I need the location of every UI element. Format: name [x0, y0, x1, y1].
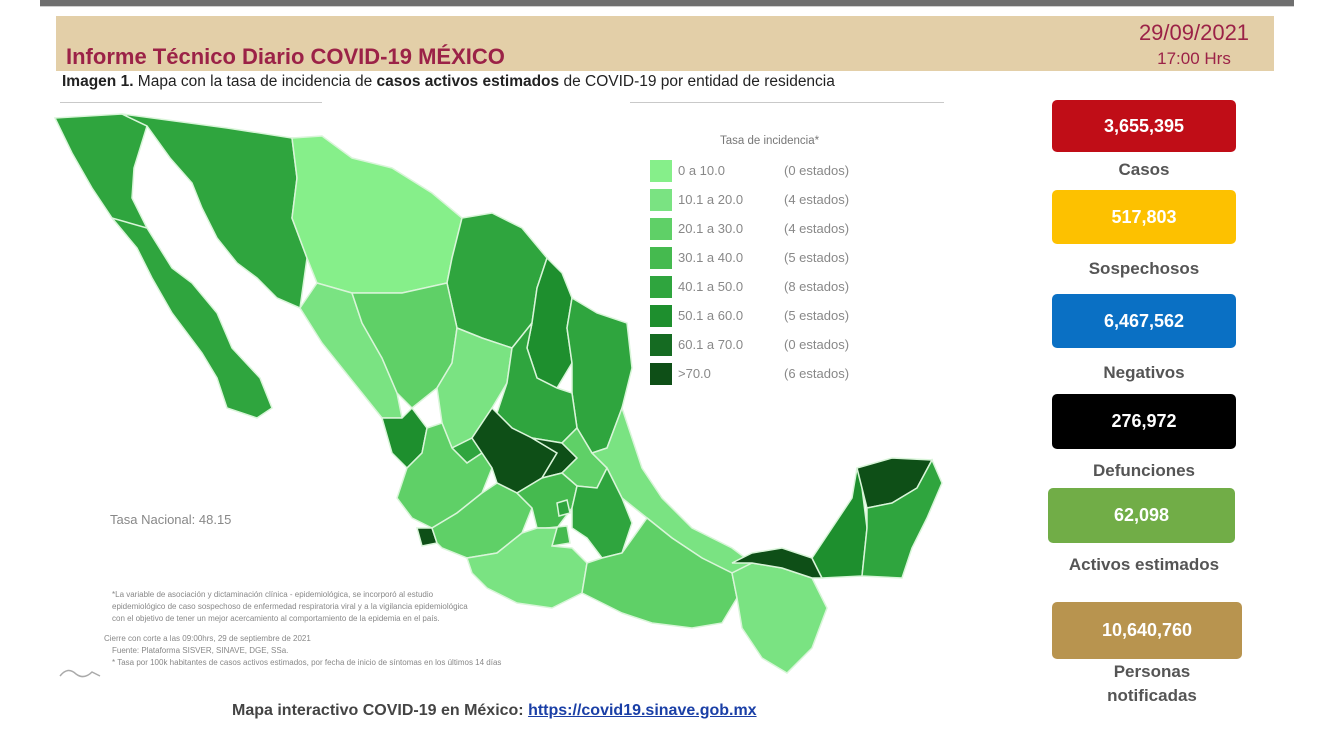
note-line: Cierre con corte a las 09:00hrs, 29 de s… [104, 634, 311, 643]
note-line: Fuente: Plataforma SISVER, SINAVE, DGE, … [112, 646, 289, 655]
legend-title: Tasa de incidencia* [720, 135, 820, 147]
state-baja-california-sur [109, 216, 273, 419]
legend-item: 30.1 a 40.0 (5 estados) [650, 247, 890, 269]
legend-range: 20.1 a 30.0 [678, 221, 744, 236]
legend-swatch [650, 334, 672, 356]
caption-part2: de COVID-19 por entidad de residencia [559, 73, 835, 90]
state-sinaloa [299, 282, 403, 419]
caption-prefix: Imagen 1. [62, 73, 134, 90]
national-rate: Tasa Nacional: 48.15 [110, 512, 232, 527]
legend-range: 30.1 a 40.0 [678, 250, 744, 265]
stat-casos-box: 3,655,395 [1052, 100, 1236, 152]
legend-range: 0 a 10.0 [678, 163, 725, 178]
note-line: con el objetivo de tener un mejor acerca… [112, 614, 440, 623]
legend-range: 10.1 a 20.0 [678, 192, 744, 207]
state-chihuahua [291, 135, 463, 294]
legend-swatch [650, 363, 672, 385]
legend-swatch [650, 189, 672, 211]
state-guerrero [466, 527, 588, 609]
stat-activos-label: Activos estimados [1068, 555, 1220, 574]
legend-swatch [650, 160, 672, 182]
legend-count: (5 estados) [784, 250, 850, 265]
state-cdmx [556, 499, 571, 517]
page-title: Informe Técnico Diario COVID-19 MÉXICO [66, 44, 505, 69]
state-quintana-roo [861, 458, 943, 579]
legend-count: (6 estados) [784, 366, 850, 381]
legend-count: (4 estados) [784, 192, 850, 207]
state-chiapas [731, 562, 828, 674]
note-line: * Tasa por 100k habitantes de casos acti… [112, 658, 502, 667]
legend-item: 0 a 10.0 (0 estados) [650, 160, 890, 182]
legend-count: (8 estados) [784, 279, 850, 294]
divider-right [630, 102, 944, 103]
divider-left [60, 102, 322, 103]
legend-swatch [650, 276, 672, 298]
header-band [56, 16, 1274, 71]
legend-range: 40.1 a 50.0 [678, 279, 744, 294]
state-veracruz [590, 405, 754, 574]
legend-item: 50.1 a 60.0 (5 estados) [650, 305, 890, 327]
stat-notificadas-label: Personas notificadas [1107, 662, 1197, 705]
legend-count: (4 estados) [784, 221, 850, 236]
legend-count: (0 estados) [784, 337, 850, 352]
caption-bold: casos activos estimados [376, 73, 560, 90]
legend-item: 10.1 a 20.0 (4 estados) [650, 189, 890, 211]
legend-item: 20.1 a 30.0 (4 estados) [650, 218, 890, 240]
stat-notificadas-box: 10,640,760 [1052, 602, 1242, 659]
mexico-choropleth-map [53, 113, 943, 674]
legend-swatch [650, 305, 672, 327]
top-bar [40, 0, 1294, 6]
stat-activos-box: 62,098 [1048, 488, 1235, 543]
stat-sospechosos-box: 517,803 [1052, 190, 1236, 244]
stat-sospechosos-label: Sospechosos [1088, 259, 1200, 278]
stat-negativos-box: 6,467,562 [1052, 294, 1236, 348]
note-line: epidemiológico de caso sospechoso de enf… [112, 602, 468, 611]
sinave-link[interactable]: https://covid19.sinave.gob.mx [528, 702, 757, 719]
legend-item: >70.0 (6 estados) [650, 363, 890, 385]
footer: Mapa interactivo COVID-19 en México: htt… [232, 702, 757, 720]
state-campeche [811, 467, 868, 579]
report-time: 17:00 Hrs [1157, 49, 1231, 68]
stat-defunciones-label: Defunciones [1092, 461, 1196, 480]
legend-range: 60.1 a 70.0 [678, 337, 744, 352]
legend-range: >70.0 [678, 366, 711, 381]
legend-count: (0 estados) [784, 163, 850, 178]
stat-casos-label: Casos [1118, 160, 1170, 179]
figure-caption: Imagen 1. Mapa con la tasa de incidencia… [62, 73, 835, 91]
report-date: 29/09/2021 [1138, 20, 1250, 45]
logo-icon [59, 669, 101, 678]
state-michoacan [431, 482, 533, 559]
legend-swatch [650, 247, 672, 269]
legend-item: 40.1 a 50.0 (8 estados) [650, 276, 890, 298]
stat-defunciones-box: 276,972 [1052, 394, 1236, 449]
note-line: *La variable de asociación y dictaminaci… [112, 590, 434, 599]
legend-item: 60.1 a 70.0 (0 estados) [650, 334, 890, 356]
frame-line [40, 6, 1294, 7]
caption-part1: Mapa con la tasa de incidencia de [133, 73, 377, 90]
legend-swatch [650, 218, 672, 240]
legend-range: 50.1 a 60.0 [678, 308, 744, 323]
stat-negativos-label: Negativos [1103, 363, 1185, 382]
footer-label: Mapa interactivo COVID-19 en México: [232, 702, 529, 719]
legend-count: (5 estados) [784, 308, 850, 323]
state-sonora [121, 113, 308, 310]
